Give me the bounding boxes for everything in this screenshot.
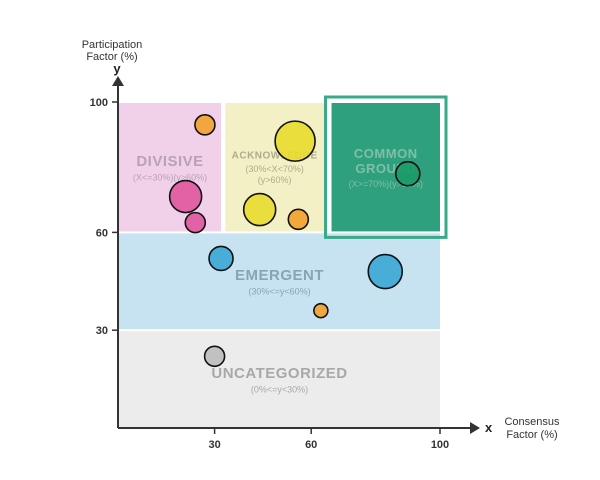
bubble-point: [394, 160, 421, 187]
bubble-point: [242, 192, 277, 227]
x-axis-arrow: [470, 422, 480, 434]
region-emergent-title: EMERGENT: [235, 267, 324, 284]
x-axis-title: Factor (%): [506, 429, 557, 441]
bubble-layer: [168, 114, 421, 368]
region-acknowledge-subtitle: (30%<X<70%): [245, 164, 304, 174]
region-uncategorized-subtitle: (0%<=y<30%): [251, 384, 308, 394]
region-divisive-title: DIVISIVE: [136, 153, 203, 170]
x-axis-title: Consensus: [504, 416, 560, 428]
bubble-point: [168, 179, 203, 214]
region-acknowledge-subtitle: (y>60%): [258, 175, 292, 185]
bubble-point: [274, 120, 316, 162]
x-tick-label: 30: [208, 439, 220, 451]
y-axis-title: Participation: [82, 39, 143, 51]
y-axis-letter: y: [113, 61, 121, 76]
region-common-ground-subtitle: (X>=70%)(y>60%): [349, 179, 423, 189]
region-common-ground-title: COMMON: [354, 146, 418, 161]
x-axis-letter: x: [485, 420, 493, 435]
region-common-ground-outline: [324, 95, 448, 239]
bubble-point: [184, 211, 207, 234]
region-acknowledge-title: ACKNOWLEDGE: [232, 151, 318, 162]
region-layer: UNCATEGORIZED (0%<=y<30%) EMERGENT (30%<=y<…: [119, 95, 448, 427]
region-uncategorized-title: UNCATEGORIZED: [211, 365, 347, 382]
region-emergent-subtitle: (30%<=y<60%): [248, 286, 310, 296]
bubble-point: [313, 302, 329, 319]
region-uncategorized: [119, 331, 440, 427]
y-tick-label: 60: [96, 227, 108, 239]
region-common-ground: [331, 103, 440, 232]
bubble-point: [203, 345, 226, 368]
region-divisive-subtitle: (X<=30%)(y>60%): [133, 172, 207, 182]
y-axis-title: Factor (%): [86, 51, 137, 63]
bubble-point: [208, 245, 234, 272]
bubble-point: [194, 114, 216, 136]
bubble-point: [287, 208, 310, 231]
y-tick-label: 100: [90, 97, 108, 109]
y-tick-label: 30: [96, 325, 108, 337]
x-tick-label: 100: [431, 439, 449, 451]
x-tick-label: 60: [305, 439, 317, 451]
y-axis-arrow: [112, 76, 124, 86]
bubble-point: [367, 253, 404, 290]
